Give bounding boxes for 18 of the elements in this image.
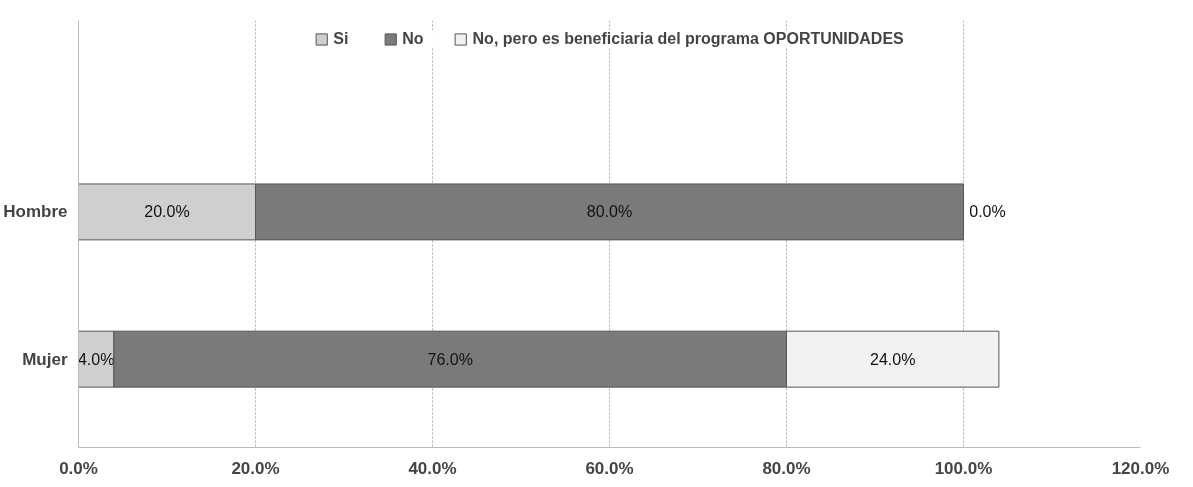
x-tick-label: 120.0% bbox=[1111, 458, 1170, 478]
y-tick-label: Hombre bbox=[3, 202, 68, 222]
x-tick-label: 80.0% bbox=[762, 458, 811, 478]
x-tick-label: 20.0% bbox=[231, 458, 280, 478]
data-label: 0.0% bbox=[969, 203, 1006, 221]
x-tick-label: 100.0% bbox=[934, 458, 993, 478]
legend-label: No bbox=[402, 30, 424, 48]
legend-label: No, pero es beneficiaria del programa OPORTUNIDADES bbox=[472, 30, 904, 48]
x-tick-label: 0.0% bbox=[59, 458, 98, 478]
data-label: 76.0% bbox=[427, 350, 473, 368]
legend-label: Si bbox=[333, 30, 350, 48]
x-tick-label: 40.0% bbox=[408, 458, 457, 478]
data-label: 24.0% bbox=[870, 350, 916, 368]
data-label: 4.0% bbox=[77, 350, 115, 368]
data-label: 80.0% bbox=[586, 203, 633, 221]
data-label: 20.0% bbox=[144, 203, 190, 221]
x-tick-label: 60.0% bbox=[585, 458, 634, 478]
y-tick-label: Mujer bbox=[22, 349, 68, 369]
